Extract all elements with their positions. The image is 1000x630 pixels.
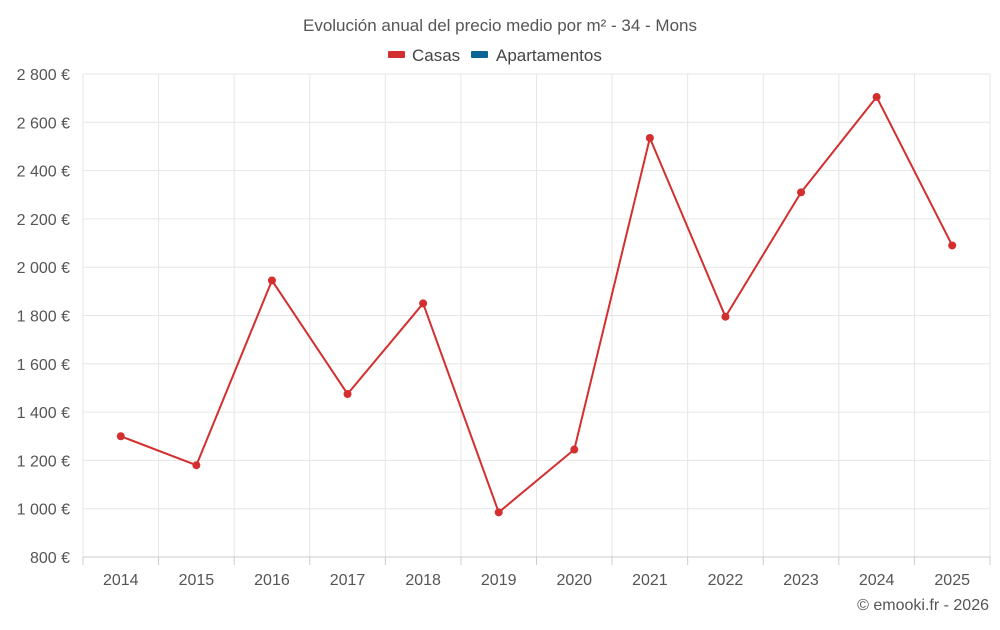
data-point — [116, 432, 125, 441]
y-tick-label: 2 200 € — [17, 212, 70, 229]
x-tick-label: 2023 — [783, 572, 819, 589]
x-tick-label: 2025 — [934, 572, 970, 589]
data-point — [192, 461, 201, 470]
data-point — [419, 299, 428, 308]
legend-label-apartamentos: Apartamentos — [496, 46, 602, 65]
x-tick-label: 2019 — [481, 572, 517, 589]
data-point — [721, 312, 730, 321]
data-point — [948, 241, 957, 250]
data-point — [267, 276, 276, 285]
legend: Casas Apartamentos — [388, 46, 602, 65]
x-tick-label: 2020 — [556, 572, 592, 589]
data-point — [570, 445, 579, 454]
y-tick-label: 800 € — [30, 550, 70, 567]
y-tick-label: 1 400 € — [17, 405, 70, 422]
x-tick-label: 2018 — [405, 572, 441, 589]
x-tick-label: 2021 — [632, 572, 668, 589]
y-tick-label: 2 000 € — [17, 260, 70, 277]
x-tick-label: 2017 — [330, 572, 366, 589]
data-point — [645, 133, 654, 142]
x-tick-label: 2024 — [859, 572, 895, 589]
data-point — [797, 188, 806, 197]
y-tick-label: 1 800 € — [17, 309, 70, 326]
x-tick-label: 2022 — [708, 572, 744, 589]
y-tick-label: 2 600 € — [17, 115, 70, 132]
legend-item-casas[interactable]: Casas — [388, 46, 460, 65]
x-tick-label: 2014 — [103, 572, 139, 589]
y-tick-label: 1 000 € — [17, 502, 70, 519]
chart-title: Evolución anual del precio medio por m² … — [303, 16, 697, 35]
legend-item-apartamentos[interactable]: Apartamentos — [471, 46, 602, 65]
legend-swatch-casas — [388, 51, 405, 58]
grid — [82, 73, 991, 557]
y-tick-label: 2 400 € — [17, 164, 70, 181]
legend-label-casas: Casas — [412, 46, 460, 65]
series-casas — [116, 92, 957, 517]
x-tick-label: 2016 — [254, 572, 290, 589]
y-tick-label: 1 200 € — [17, 453, 70, 470]
data-point — [494, 508, 503, 517]
series-line — [120, 95, 954, 514]
x-tick-label: 2015 — [179, 572, 215, 589]
data-point — [872, 92, 881, 101]
data-point — [343, 389, 352, 398]
legend-swatch-apartamentos — [471, 51, 488, 58]
credit-text: © emooki.fr - 2026 — [857, 597, 989, 614]
y-tick-label: 1 600 € — [17, 357, 70, 374]
axes: 800 € 1 000 € 1 200 € 1 400 € 1 600 € 1 800 €… — [17, 67, 991, 589]
y-tick-label: 2 800 € — [17, 67, 70, 84]
